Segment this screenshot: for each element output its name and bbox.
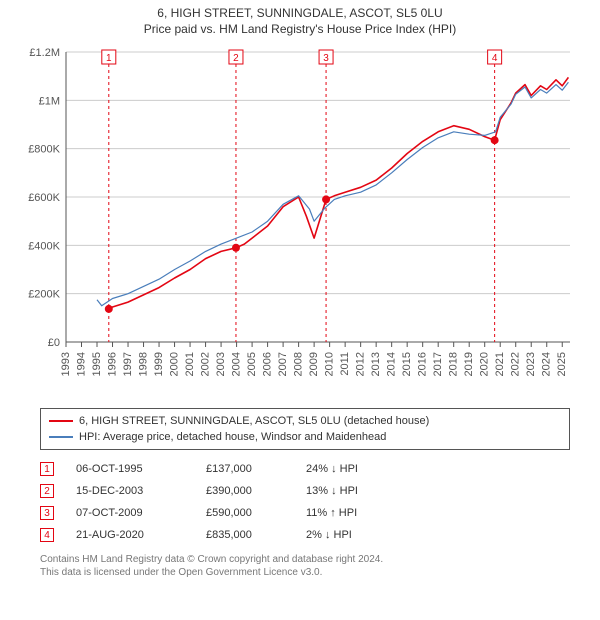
event-price: £390,000 xyxy=(206,485,306,497)
svg-text:£600K: £600K xyxy=(28,192,60,204)
footer: Contains HM Land Registry data © Crown c… xyxy=(40,552,570,579)
footer-line2: This data is licensed under the Open Gov… xyxy=(40,566,570,579)
event-row: 3 07-OCT-2009£590,00011% ↑ HPI xyxy=(40,502,570,524)
event-row: 1 06-OCT-1995£137,00024% ↓ HPI xyxy=(40,458,570,480)
svg-text:2006: 2006 xyxy=(262,352,274,376)
svg-text:2: 2 xyxy=(233,53,239,64)
svg-text:2001: 2001 xyxy=(184,352,196,376)
svg-text:1995: 1995 xyxy=(91,352,103,376)
legend-swatch-hpi xyxy=(49,436,73,438)
event-date: 07-OCT-2009 xyxy=(76,507,206,519)
svg-text:1996: 1996 xyxy=(106,352,118,376)
svg-text:1993: 1993 xyxy=(60,352,72,376)
svg-text:1998: 1998 xyxy=(137,352,149,376)
events-table: 1 06-OCT-1995£137,00024% ↓ HPI 2 15-DEC-200… xyxy=(40,458,570,546)
legend-item-property: 6, HIGH STREET, SUNNINGDALE, ASCOT, SL5 … xyxy=(49,413,561,429)
svg-text:2011: 2011 xyxy=(339,352,351,376)
svg-text:£800K: £800K xyxy=(28,144,60,156)
line-chart-svg: £0 £200K £400K £600K £800K £1M £1.2M 19931994 19… xyxy=(20,42,580,402)
event-marker: 1 xyxy=(40,462,54,476)
chart-title-line1: 6, HIGH STREET, SUNNINGDALE, ASCOT, SL5 … xyxy=(0,0,600,20)
svg-text:1999: 1999 xyxy=(153,352,165,376)
footer-line1: Contains HM Land Registry data © Crown c… xyxy=(40,553,570,566)
svg-text:2009: 2009 xyxy=(308,352,320,376)
event-pct: 2% ↓ HPI xyxy=(306,529,416,541)
event-marker: 2 xyxy=(40,484,54,498)
event-marker: 3 xyxy=(40,506,54,520)
event-pct: 11% ↑ HPI xyxy=(306,507,416,519)
svg-text:2008: 2008 xyxy=(293,352,305,376)
chart-title-line2: Price paid vs. HM Land Registry's House … xyxy=(0,20,600,36)
event-price: £137,000 xyxy=(206,463,306,475)
svg-text:£0: £0 xyxy=(48,337,60,349)
svg-text:£1M: £1M xyxy=(39,95,60,107)
svg-text:2024: 2024 xyxy=(541,352,553,376)
svg-text:2023: 2023 xyxy=(525,352,537,376)
svg-text:1997: 1997 xyxy=(122,352,134,376)
svg-text:1: 1 xyxy=(106,53,112,64)
svg-text:£200K: £200K xyxy=(28,289,60,301)
legend-label-property: 6, HIGH STREET, SUNNINGDALE, ASCOT, SL5 … xyxy=(79,413,429,429)
legend-swatch-property xyxy=(49,420,73,422)
svg-text:2003: 2003 xyxy=(215,352,227,376)
event-row: 2 15-DEC-2003£390,00013% ↓ HPI xyxy=(40,480,570,502)
svg-text:2019: 2019 xyxy=(463,352,475,376)
svg-text:2018: 2018 xyxy=(448,352,460,376)
svg-text:4: 4 xyxy=(492,53,498,64)
svg-text:2013: 2013 xyxy=(370,352,382,376)
event-marker: 4 xyxy=(40,528,54,542)
svg-text:2025: 2025 xyxy=(556,352,568,376)
svg-text:2016: 2016 xyxy=(417,352,429,376)
legend-label-hpi: HPI: Average price, detached house, Wind… xyxy=(79,429,386,445)
svg-text:2020: 2020 xyxy=(479,352,491,376)
svg-text:2004: 2004 xyxy=(230,352,242,376)
chart-area: £0 £200K £400K £600K £800K £1M £1.2M 19931994 19… xyxy=(20,42,580,402)
svg-text:2014: 2014 xyxy=(386,352,398,376)
svg-text:3: 3 xyxy=(323,53,329,64)
event-date: 15-DEC-2003 xyxy=(76,485,206,497)
svg-text:2010: 2010 xyxy=(324,352,336,376)
event-date: 21-AUG-2020 xyxy=(76,529,206,541)
event-row: 4 21-AUG-2020£835,0002% ↓ HPI xyxy=(40,524,570,546)
svg-text:£400K: £400K xyxy=(28,240,60,252)
svg-text:2007: 2007 xyxy=(277,352,289,376)
svg-text:£1.2M: £1.2M xyxy=(29,47,60,59)
event-pct: 24% ↓ HPI xyxy=(306,463,416,475)
svg-text:2000: 2000 xyxy=(168,352,180,376)
svg-text:2015: 2015 xyxy=(401,352,413,376)
legend: 6, HIGH STREET, SUNNINGDALE, ASCOT, SL5 … xyxy=(40,408,570,450)
svg-text:1994: 1994 xyxy=(75,352,87,376)
svg-text:2017: 2017 xyxy=(432,352,444,376)
event-date: 06-OCT-1995 xyxy=(76,463,206,475)
svg-text:2022: 2022 xyxy=(510,352,522,376)
svg-text:2005: 2005 xyxy=(246,352,258,376)
svg-text:2012: 2012 xyxy=(355,352,367,376)
event-pct: 13% ↓ HPI xyxy=(306,485,416,497)
svg-text:2021: 2021 xyxy=(494,352,506,376)
legend-item-hpi: HPI: Average price, detached house, Wind… xyxy=(49,429,561,445)
event-price: £590,000 xyxy=(206,507,306,519)
svg-text:2002: 2002 xyxy=(199,352,211,376)
event-price: £835,000 xyxy=(206,529,306,541)
